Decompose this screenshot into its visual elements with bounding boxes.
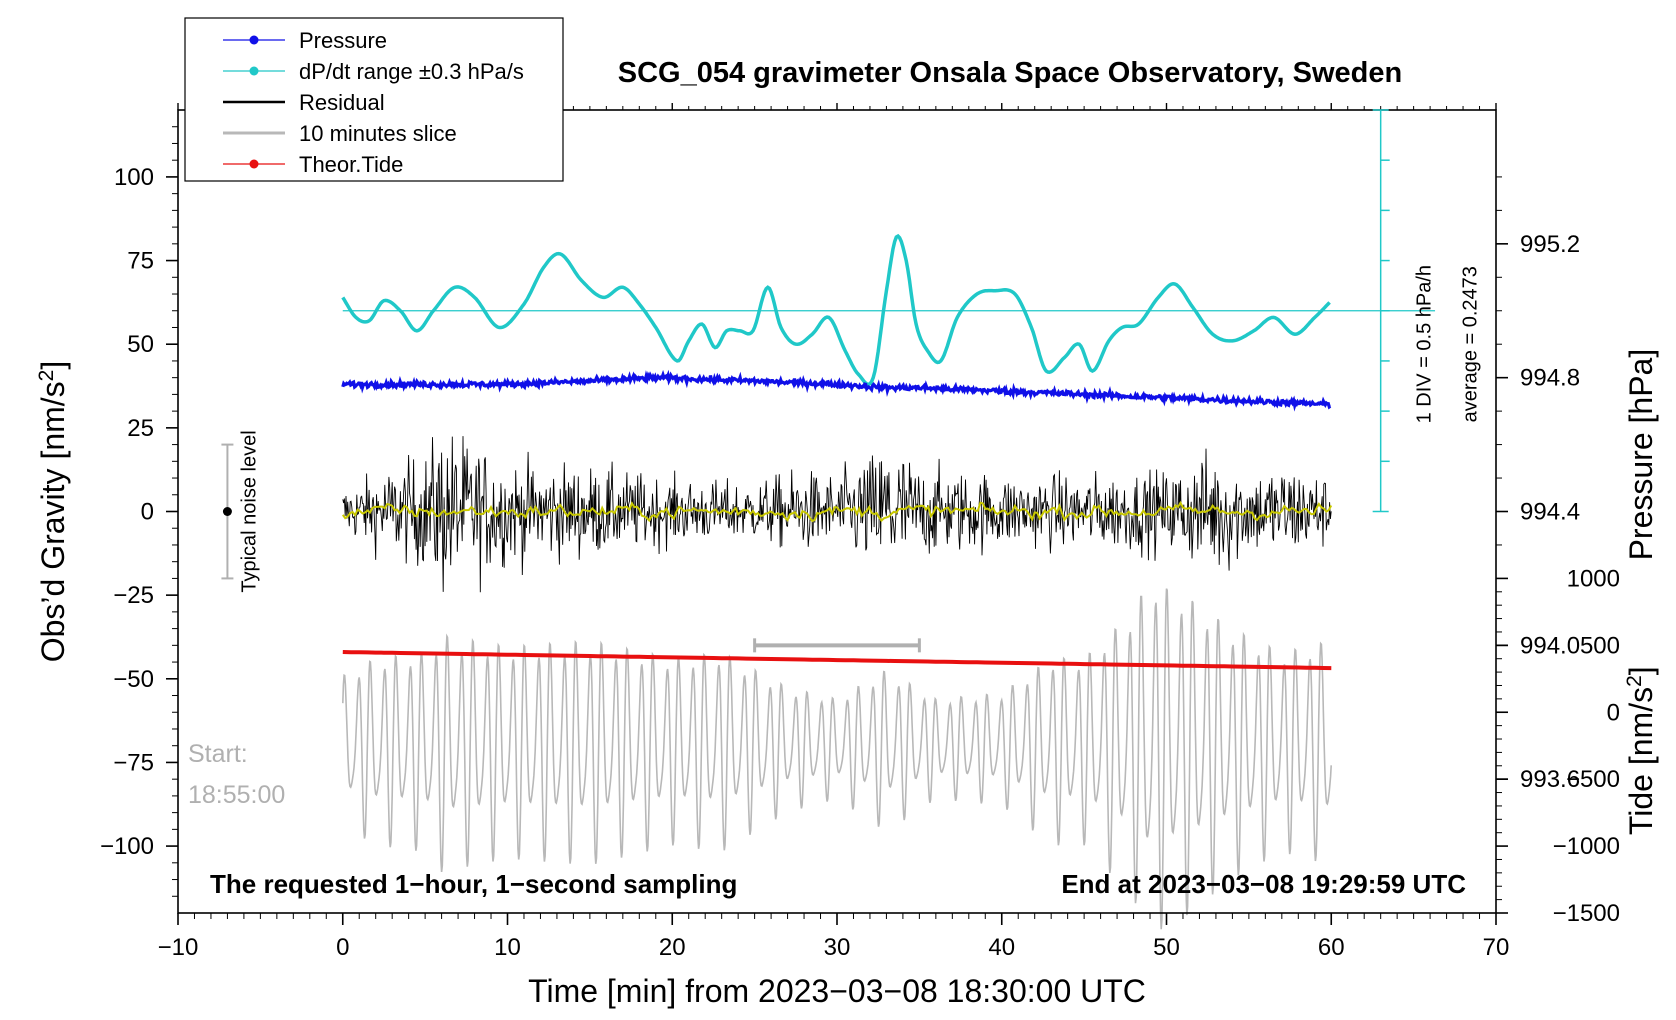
smoothed-residual-layer	[341, 500, 1333, 523]
annotation-layer	[221, 443, 921, 653]
legend-marker	[249, 159, 259, 169]
residual-layer	[342, 436, 1332, 593]
y-tick-label: 0	[141, 499, 154, 526]
theoretical-tide-layer	[342, 650, 1332, 671]
legend-marker	[249, 66, 259, 76]
dpdt-layer	[341, 233, 1436, 387]
pressure-line	[341, 369, 1332, 412]
x-tick-label: 10	[494, 934, 521, 961]
dpdt-division-note: 1 DIV = 0.5 hPa/h	[1414, 265, 1436, 423]
x-axis-title: Time [min] from 2023−03−08 18:30:00 UTC	[528, 973, 1146, 1009]
tide-tick-label: 1000	[1567, 565, 1620, 592]
x-tick-label: 30	[824, 934, 851, 961]
tide-tick-label: −1000	[1553, 833, 1620, 860]
legend-label: 10 minutes slice	[299, 121, 457, 146]
legend: Pressure dP/dt range ±0.3 hPa/s Residual 10…	[184, 17, 564, 182]
x-tick-label: −10	[158, 934, 199, 961]
y-axis-gravity: −100 −75 −50 −25 0 25 50 75 100	[100, 126, 178, 897]
y-axis-title-gravity: Obs’d Gravity [nm/s2]	[35, 361, 72, 663]
legend-label: Residual	[299, 90, 385, 115]
tide-tick-label: 0	[1607, 699, 1620, 726]
x-tick-label: 60	[1318, 934, 1345, 961]
residual-line	[342, 436, 1332, 593]
pressure-tick-label: 993.6	[1520, 766, 1580, 793]
pressure-tick-label: 994.8	[1520, 365, 1580, 392]
ten-minute-slice-layer	[342, 588, 1332, 930]
dpdt-line	[341, 233, 1331, 387]
y-axis-title-tide: Tide [nm/s2]	[1623, 666, 1660, 835]
chart-title: SCG_054 gravimeter Onsala Space Observat…	[618, 57, 1402, 89]
y-tick-label: 50	[127, 331, 154, 358]
y-tick-label: 100	[114, 164, 154, 191]
y-tick-label: 25	[127, 415, 154, 442]
theoretical-tide-line	[342, 650, 1332, 671]
sampling-note: The requested 1−hour, 1−second sampling	[210, 869, 737, 899]
dpdt-scale-axis	[1372, 109, 1390, 513]
x-axis: −10 0 10 20 30 40 50 60 70	[158, 103, 1510, 961]
legend-marker	[249, 35, 259, 45]
start-label: Start:	[188, 740, 248, 768]
end-time-note: End at 2023−03−08 19:29:59 UTC	[1061, 869, 1466, 899]
y-tick-label: −100	[100, 833, 154, 860]
smoothed-residual-line	[341, 500, 1333, 523]
x-tick-label: 20	[659, 934, 686, 961]
x-tick-label: 50	[1153, 934, 1180, 961]
legend-box	[184, 17, 564, 182]
pressure-tick-label: 994.4	[1520, 499, 1580, 526]
pressure-layer	[341, 369, 1332, 412]
tide-tick-label: −500	[1566, 766, 1620, 793]
noise-level-label: Typical noise level	[238, 430, 260, 592]
x-tick-label: 40	[988, 934, 1015, 961]
pressure-tick-label: 995.2	[1520, 231, 1580, 258]
y-axis-title-pressure: Pressure [hPa]	[1623, 349, 1659, 561]
y-tick-label: −75	[113, 749, 154, 776]
pressure-tick-label: 994.0	[1520, 632, 1580, 659]
y-tick-label: −25	[113, 582, 154, 609]
legend-label: Theor.Tide	[299, 152, 403, 177]
legend-label: Pressure	[299, 28, 387, 53]
x-tick-label: 0	[336, 934, 349, 961]
tide-tick-label: 500	[1580, 632, 1620, 659]
dpdt-average-note: average = 0.2473	[1460, 266, 1482, 422]
y-tick-label: −50	[113, 666, 154, 693]
ten-minute-slice-line	[342, 588, 1332, 930]
start-time: 18:55:00	[188, 781, 285, 809]
tide-tick-label: −1500	[1553, 900, 1620, 927]
y-axis-tide: −1500 −1000 −500 0 500 1000	[1496, 565, 1620, 927]
x-tick-label: 70	[1483, 934, 1510, 961]
legend-label: dP/dt range ±0.3 hPa/s	[299, 59, 524, 84]
y-tick-label: 75	[127, 248, 154, 275]
noise-level-center-dot	[222, 507, 232, 516]
